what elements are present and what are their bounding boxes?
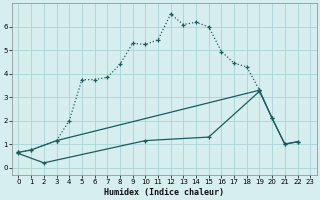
X-axis label: Humidex (Indice chaleur): Humidex (Indice chaleur) bbox=[104, 188, 224, 197]
